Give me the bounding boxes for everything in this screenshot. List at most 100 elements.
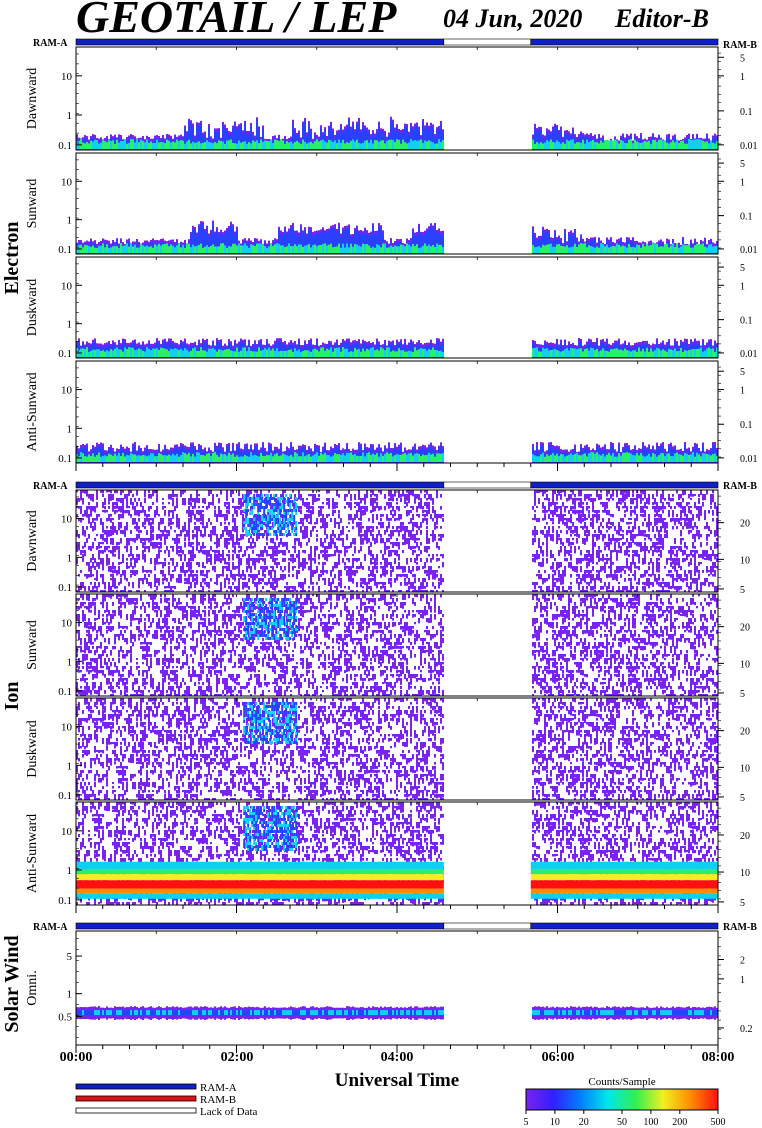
spectrogram-cell [196, 538, 198, 544]
spectrogram-cell [198, 224, 200, 228]
spectrogram-cell [228, 502, 230, 507]
spectrogram-cell [284, 574, 286, 579]
spectrogram-cell [672, 350, 674, 357]
spectrogram-cell [404, 123, 406, 150]
spectrogram-cell [296, 590, 298, 592]
right-tick-label: 0.01 [740, 245, 758, 256]
spectrogram-cell [278, 448, 280, 463]
spectrogram-cell [560, 449, 562, 453]
spectrogram-cell [94, 456, 96, 462]
spectrogram-cell [364, 340, 366, 358]
spectrogram-cell [104, 530, 106, 535]
spectrogram-cell [126, 137, 128, 141]
spectrogram-cell [88, 245, 90, 253]
spectrogram-cell [414, 232, 416, 254]
spectrogram-cell [102, 522, 104, 526]
spectrogram-cell [386, 136, 388, 140]
spectrogram-cell [80, 490, 82, 496]
spectrogram-cell [290, 225, 292, 229]
spectrogram-cell [82, 518, 84, 521]
spectrogram-cell [276, 534, 278, 541]
spectrogram-cell [334, 534, 336, 538]
spectrogram-cell [132, 139, 134, 149]
spectrogram-cell [290, 246, 292, 253]
spectrogram-cell [292, 456, 294, 462]
spectrogram-cell [646, 455, 648, 462]
spectrogram-cell [248, 490, 250, 496]
spectrogram-cell [96, 247, 98, 253]
spectrogram-cell [416, 140, 418, 149]
spectrogram-cell [686, 338, 688, 358]
spectrogram-cell [90, 558, 92, 563]
spectrogram-cell [118, 339, 120, 343]
spectrogram-cell [310, 351, 312, 357]
spectrogram-cell [336, 143, 338, 149]
spectrogram-cell [306, 510, 308, 513]
spectrogram-cell [294, 542, 296, 546]
spectrogram-cell [328, 498, 330, 505]
spectrogram-cell [410, 449, 412, 453]
spectrogram-cell [114, 582, 116, 589]
spectrogram-cell [584, 243, 586, 253]
spectrogram-cell [162, 449, 164, 453]
spectrogram-cell [702, 442, 704, 446]
spectrogram-cell [662, 442, 664, 463]
spectrogram-cell [296, 140, 298, 149]
spectrogram-cell [382, 243, 384, 253]
spectrogram-cell [254, 141, 256, 149]
spectrogram-cell [376, 129, 378, 150]
spectrogram-cell [100, 574, 102, 578]
spectrogram-cell [300, 518, 302, 525]
spectrogram-cell [440, 442, 442, 463]
spectrogram-cell [406, 124, 408, 150]
spectrogram-cell [390, 448, 392, 452]
spectrogram-cell [380, 347, 382, 357]
spectrogram-cell [206, 574, 208, 579]
spectrogram-cell [310, 128, 312, 132]
spectrogram-cell [406, 243, 408, 253]
spectrogram-cell [128, 448, 130, 452]
spectrogram-cell [142, 454, 144, 462]
spectrogram-cell [562, 136, 564, 140]
spectrogram-cell [246, 582, 248, 588]
spectrogram-cell [148, 340, 150, 344]
spectrogram-cell [252, 558, 254, 563]
spectrogram-cell [662, 442, 664, 446]
spectrogram-cell [192, 534, 194, 540]
spectrogram-cell [664, 140, 666, 149]
spectrogram-cell [312, 582, 314, 585]
spectrogram-cell [310, 227, 312, 231]
spectrogram-cell [254, 351, 256, 357]
spectrogram-cell [298, 510, 300, 513]
spectrogram-cell [228, 506, 230, 510]
spectrogram-cell [284, 454, 286, 462]
spectrogram-cell [188, 574, 190, 581]
spectrogram-cell [368, 232, 370, 254]
spectrogram-cell [696, 139, 698, 149]
spectrogram-cell [158, 562, 160, 565]
spectrogram-cell [76, 445, 78, 463]
spectrogram-cell [196, 142, 198, 149]
spectrogram-cell [644, 445, 646, 463]
spectrogram-cell [302, 350, 304, 357]
spectrogram-cell [586, 238, 588, 242]
spectrogram-cell [248, 554, 250, 561]
spectrogram-cell [152, 502, 154, 506]
spectrogram-cell [302, 230, 304, 234]
spectrogram-cell [118, 582, 120, 586]
spectrogram-cell [122, 245, 124, 253]
spectrogram-cell [706, 342, 708, 346]
spectrogram-cell [684, 245, 686, 253]
spectrogram-cell [594, 342, 596, 346]
spectrogram-cell [682, 341, 684, 345]
spectrogram-cell [610, 237, 612, 254]
spectrogram-cell [344, 247, 346, 253]
spectrogram-cell [348, 117, 350, 150]
spectrogram-cell [274, 578, 276, 584]
spectrogram-cell [144, 538, 146, 542]
spectrogram-cell [126, 578, 128, 582]
spectrogram-cell [234, 518, 236, 523]
spectrogram-cell [238, 590, 240, 592]
spectrogram-cell [600, 455, 602, 462]
